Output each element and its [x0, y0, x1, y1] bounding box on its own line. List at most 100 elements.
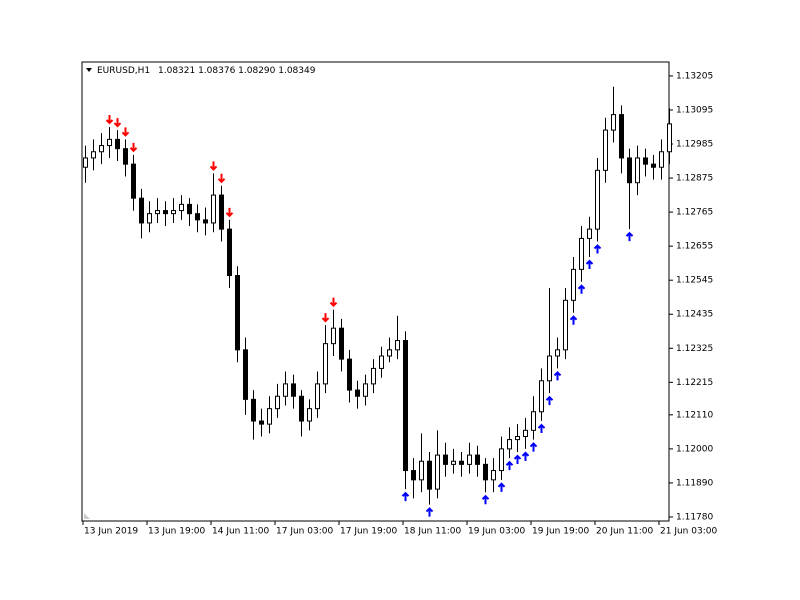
sell-arrow [129, 142, 138, 153]
chart-title: EURUSD,H1 [97, 66, 150, 76]
candle-body [403, 340, 408, 472]
candle-body [115, 138, 120, 150]
candle-body [619, 114, 624, 159]
candle-body [83, 157, 88, 168]
candle-body [539, 380, 544, 413]
candle-body [491, 470, 496, 481]
y-tick-label: 1.12875 [676, 174, 713, 184]
sell-arrow [209, 161, 218, 171]
candle-body [459, 460, 464, 465]
candle-body [563, 299, 568, 351]
y-tick-label: 1.12325 [676, 344, 713, 354]
candle-body [299, 395, 304, 422]
y-tick-label: 1.13095 [676, 105, 713, 115]
x-tick-label: 13 Jun 19:00 [148, 527, 205, 537]
x-tick-label: 14 Jun 11:00 [212, 527, 269, 537]
y-tick-label: 1.13205 [676, 71, 713, 81]
candle-body [627, 157, 632, 184]
buy-arrow [585, 259, 594, 269]
candle-body [435, 454, 440, 490]
candle-body [355, 389, 360, 397]
buy-arrow [521, 451, 530, 461]
candle-body [219, 194, 224, 230]
candle-body [547, 355, 552, 382]
candle-body [555, 349, 560, 357]
candle-body [251, 398, 256, 422]
candle-body [99, 145, 104, 153]
sell-arrow [121, 127, 130, 137]
candle-body [139, 197, 144, 224]
candle-body [515, 436, 520, 441]
candle-body [155, 210, 160, 215]
y-tick-label: 1.12655 [676, 242, 713, 252]
buy-arrow [497, 482, 506, 492]
candle-body [331, 327, 336, 345]
buy-arrow [569, 315, 578, 325]
candle-body [131, 163, 136, 199]
sell-arrow [113, 118, 122, 128]
buy-arrow [577, 284, 586, 294]
candle-body [387, 349, 392, 357]
candle-body [195, 213, 200, 221]
sell-arrow [217, 173, 226, 184]
candle-body [635, 157, 640, 184]
candle-body [235, 275, 240, 351]
buy-arrow [545, 395, 554, 406]
candle-body [483, 463, 488, 481]
candle-body [307, 408, 312, 422]
candle-body [667, 123, 672, 153]
shift-marker [84, 513, 90, 519]
candle-body [395, 340, 400, 351]
y-tick-label: 1.12000 [676, 444, 713, 454]
candle-body [227, 228, 232, 277]
candle-body [211, 194, 216, 224]
menu-triangle [86, 68, 92, 72]
candle-body [291, 383, 296, 397]
candle-body [523, 429, 528, 438]
candle-body [571, 268, 576, 301]
y-tick-label: 1.11890 [676, 478, 713, 488]
candle-body [323, 343, 328, 385]
sell-arrow [321, 313, 330, 323]
candle-body [123, 148, 128, 165]
candle-body [427, 460, 432, 490]
candle-body [475, 454, 480, 465]
candle-body [379, 355, 384, 369]
candle-body [171, 210, 176, 215]
y-tick-label: 1.12110 [676, 410, 713, 420]
candle-body [531, 411, 536, 431]
candle-body [651, 163, 656, 168]
candle-body [595, 169, 600, 230]
buy-arrow [505, 460, 514, 471]
x-tick-label: 18 Jun 11:00 [404, 527, 461, 537]
buy-arrow [513, 454, 522, 464]
candle-body [419, 460, 424, 481]
candle-body [187, 203, 192, 215]
candle-body [587, 228, 592, 239]
candle-body [267, 408, 272, 425]
buy-arrow [481, 494, 490, 505]
y-tick-label: 1.12545 [676, 276, 713, 286]
x-tick-label: 20 Jun 11:00 [596, 527, 653, 537]
candle-body [179, 203, 184, 212]
candle-body [147, 213, 152, 224]
candle-body [467, 454, 472, 465]
sell-arrow [225, 207, 234, 218]
x-tick-label: 19 Jun 19:00 [532, 527, 589, 537]
buy-arrow [401, 491, 410, 502]
candle-body [499, 448, 504, 472]
candle-body [579, 237, 584, 270]
y-tick-label: 1.11780 [676, 512, 713, 522]
candle-body [411, 470, 416, 481]
candle-body [203, 219, 208, 224]
candle-body [91, 151, 96, 159]
candle-body [363, 383, 368, 397]
candle-body [339, 327, 344, 360]
candle-body [107, 138, 112, 147]
x-tick-label: 13 Jun 2019 [84, 527, 138, 537]
candle-body [259, 420, 264, 425]
x-tick-label: 21 Jun 03:00 [660, 527, 717, 537]
buy-arrow [593, 244, 602, 254]
chart-subtitle: 1.08321 1.08376 1.08290 1.08349 [158, 66, 316, 76]
